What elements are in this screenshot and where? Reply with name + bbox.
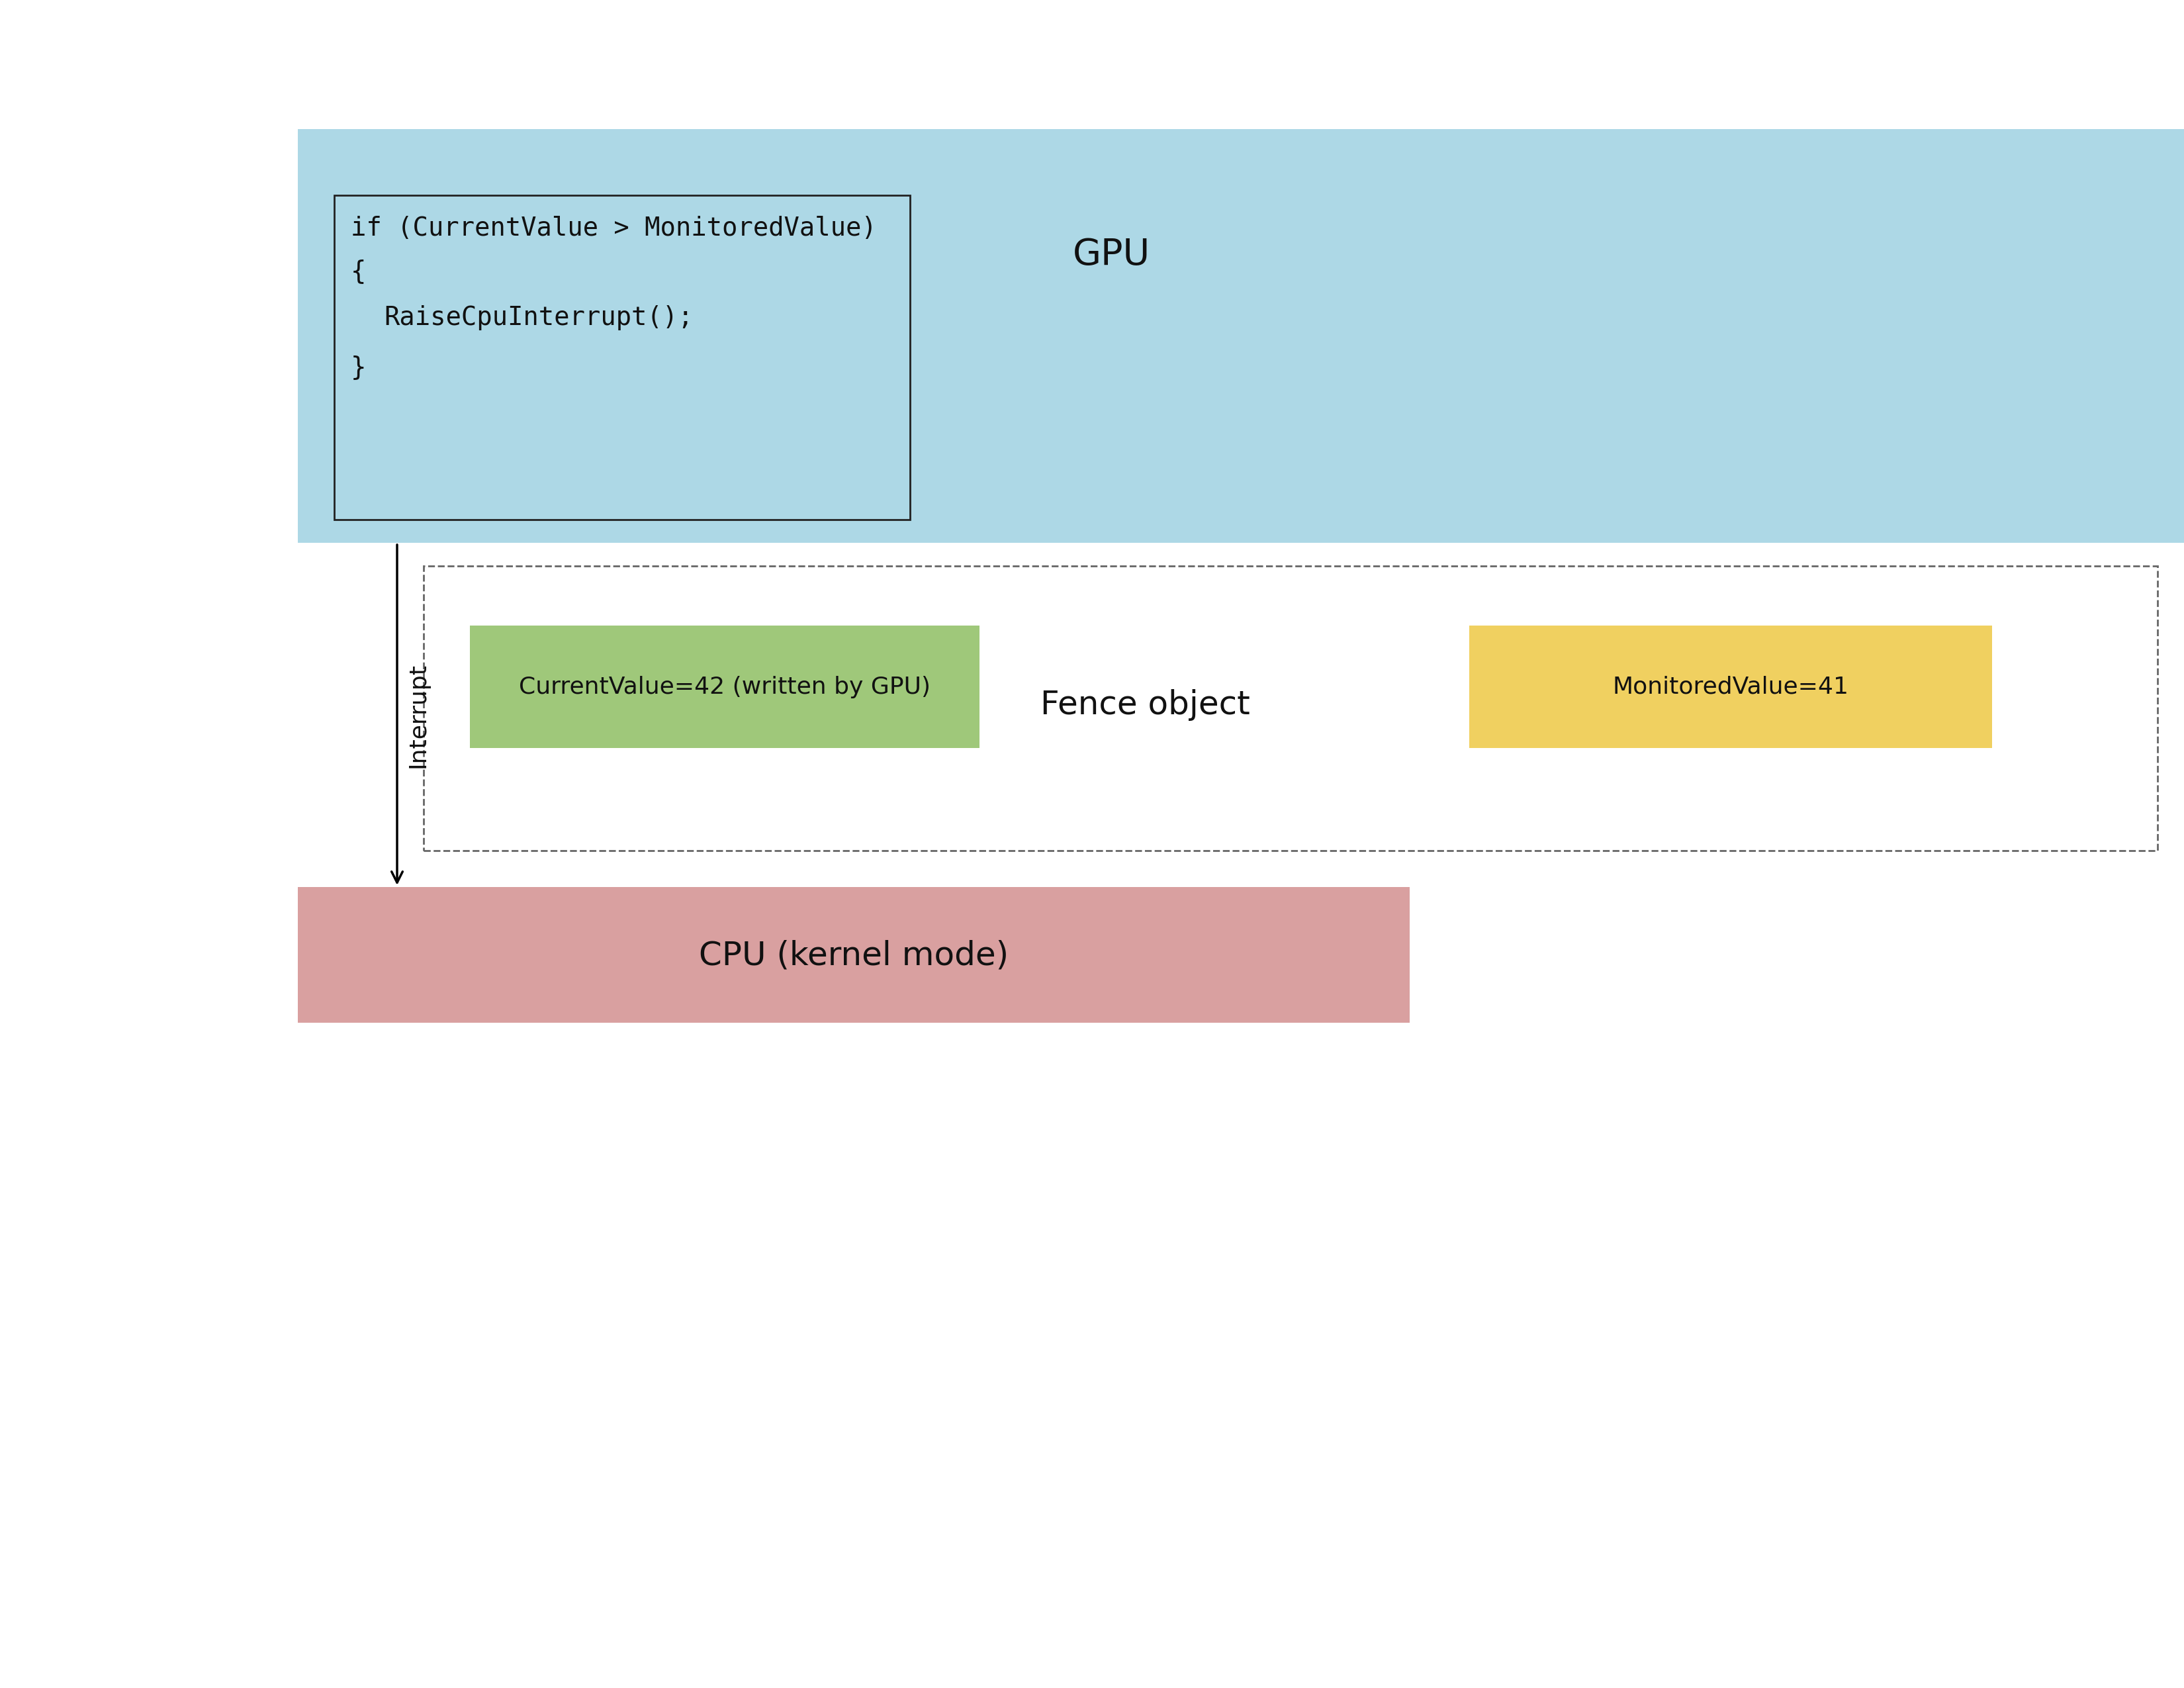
Text: Interrupt: Interrupt xyxy=(406,662,430,768)
Bar xyxy=(297,128,2184,544)
Text: {: { xyxy=(352,258,367,284)
Text: CurrentValue=42 (written by GPU): CurrentValue=42 (written by GPU) xyxy=(520,675,930,699)
Text: Fence object: Fence object xyxy=(1040,689,1249,721)
Text: CPU (kernel mode): CPU (kernel mode) xyxy=(699,939,1009,971)
Text: MonitoredValue=41: MonitoredValue=41 xyxy=(1612,675,1850,699)
Bar xyxy=(334,196,911,520)
Bar xyxy=(297,886,1409,1023)
Text: GPU: GPU xyxy=(1072,236,1151,273)
Text: if (CurrentValue > MonitoredValue): if (CurrentValue > MonitoredValue) xyxy=(352,216,876,241)
Text: RaiseCpuInterrupt();: RaiseCpuInterrupt(); xyxy=(384,306,692,331)
Bar xyxy=(1470,626,1992,748)
Bar xyxy=(424,565,2158,851)
Bar xyxy=(470,626,978,748)
Text: }: } xyxy=(352,354,367,380)
